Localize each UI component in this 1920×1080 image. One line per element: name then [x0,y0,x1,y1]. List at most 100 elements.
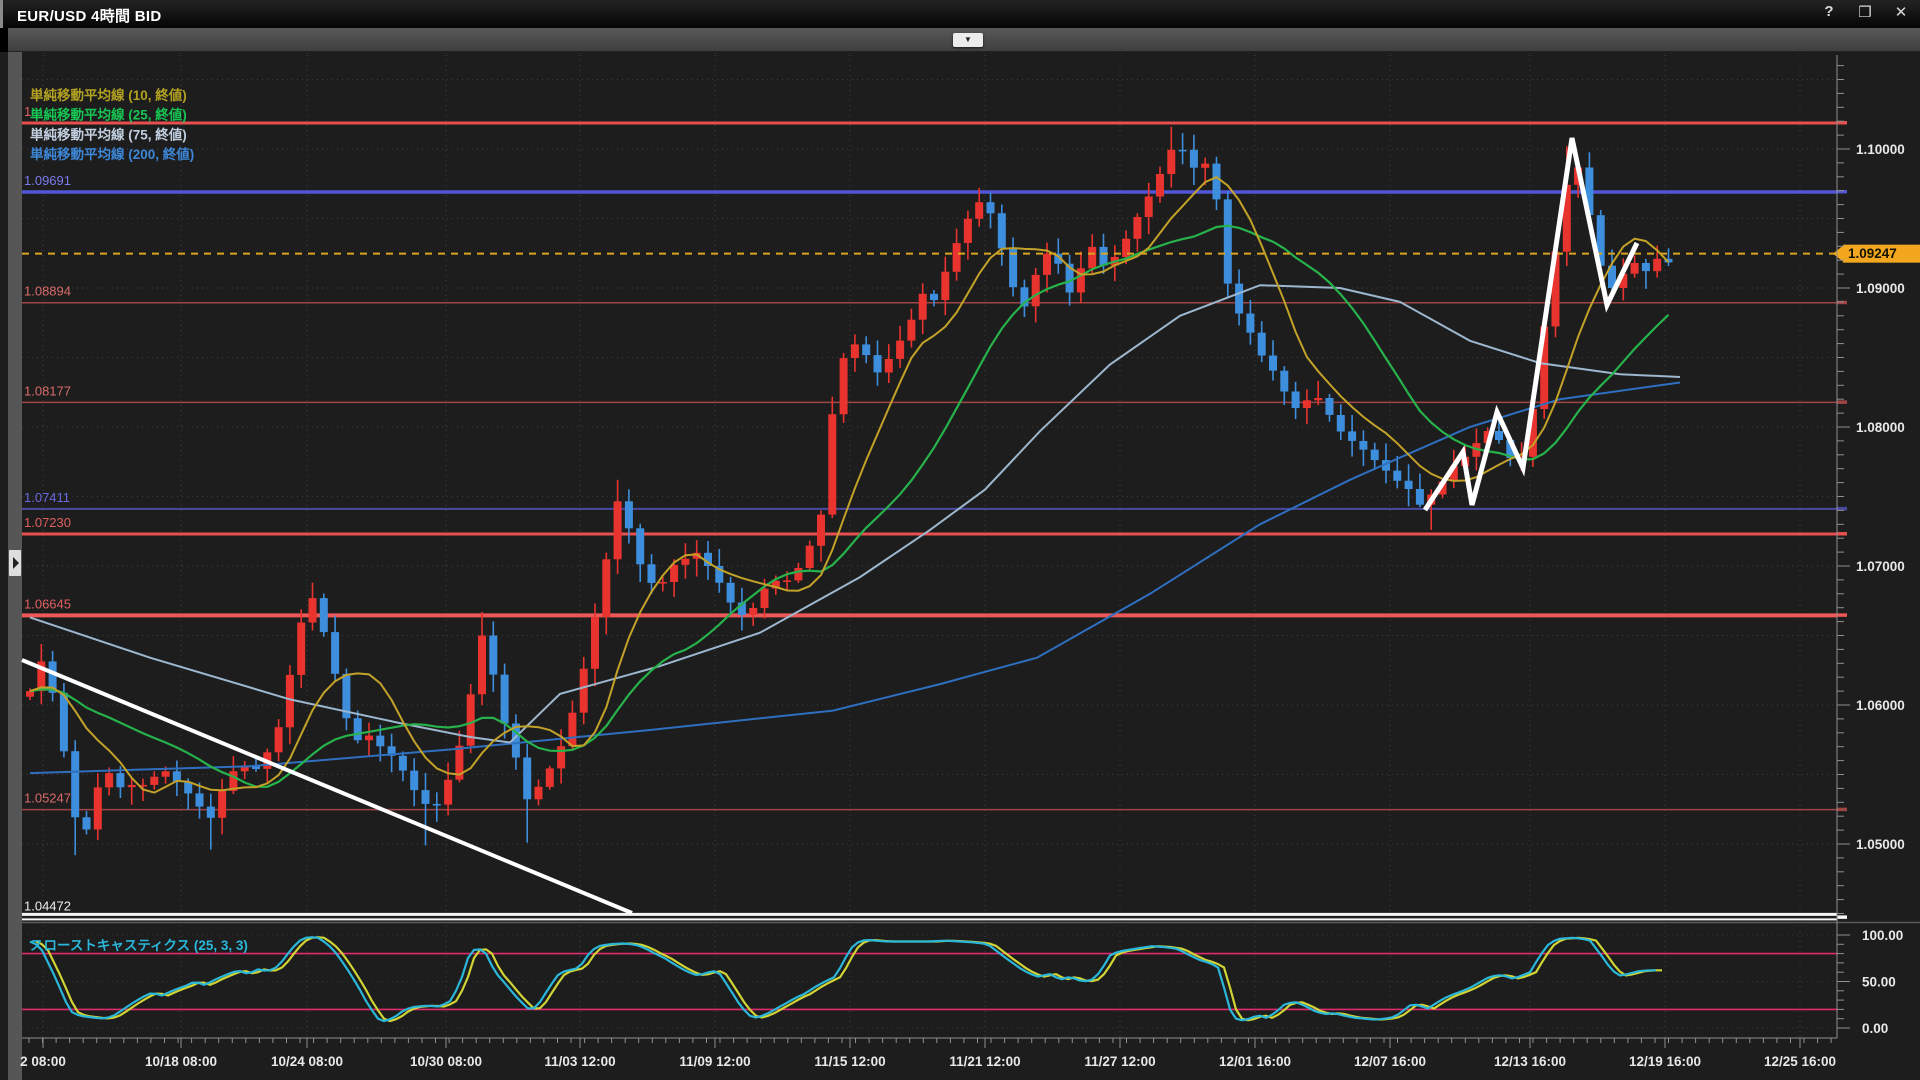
candle-body [1449,466,1458,482]
time-axis-label: 12/25 16:00 [1764,1054,1836,1069]
candle-body [715,566,724,583]
stoch-axis-label: 100.00 [1862,928,1903,943]
ma75-line [29,284,1681,744]
price-axis-label: 1.05000 [1856,837,1905,852]
candle-body [229,771,238,791]
title-bar: EUR/USD 4時間 BID ? ❒ ✕ [0,0,1920,28]
stoch-axis-label: 50.00 [1862,975,1896,990]
candle-body [1517,456,1526,459]
candle-body [1302,400,1311,408]
candle-body [1088,246,1097,269]
price-level-label: 1.06645 [24,596,71,611]
candle-body [613,501,622,560]
candle-body [873,355,882,373]
candle-body [1382,460,1390,471]
axis-level-tick [1837,300,1847,305]
axis-level-tick [1837,121,1847,125]
time-axis-label: 12/01 16:00 [1219,1054,1291,1069]
time-axis-label: 11/21 12:00 [949,1054,1020,1069]
candle-body [1393,470,1402,481]
candle-body [545,768,554,787]
candle-body [760,588,769,608]
price-axis[interactable]: 1.10000 1.09000 1.08000 1.07000 1.06000 1.050… [1836,55,1905,1038]
candle-body [1144,196,1153,217]
candle-body [105,773,114,788]
help-button[interactable]: ? [1824,3,1834,20]
time-axis-label: 12/07 16:00 [1354,1054,1426,1069]
candle-body [206,806,215,818]
candle-body [896,340,905,359]
trendline-drawing[interactable] [21,658,633,915]
candle-body [1223,199,1232,284]
grid-layer [22,55,1837,1038]
axis-level-tick [1837,506,1847,511]
candle-body [1291,391,1300,408]
time-axis-label: 11/03 12:00 [544,1054,615,1069]
price-level-label: 1.08177 [24,383,71,398]
candle-body [975,202,984,219]
toolbar-expander-button[interactable]: ▼ [953,33,983,47]
candle-body [591,617,599,669]
candles-layer [26,126,1673,856]
candle-body [1020,287,1029,307]
candle-body [342,673,351,719]
candle-body [297,622,306,675]
time-axis-label: 12/19 16:00 [1629,1054,1701,1069]
candle-body [500,674,509,724]
candle-body [557,746,566,769]
time-axis[interactable]: 2 08:00 10/18 08:00 10/24 08:00 10/30 08:00… [20,1037,1837,1069]
toolbar: ▼ [8,28,1920,52]
candle-body [1664,258,1673,263]
close-button[interactable]: ✕ [1894,4,1908,21]
candle-body [1212,163,1221,200]
maximize-button[interactable]: ❒ [1858,4,1872,21]
candle-body [918,293,927,320]
candle-body [398,755,407,771]
candle-body [421,790,430,804]
candle-body [523,757,532,800]
price-level-label: 1.08894 [24,284,71,299]
axis-level-tick [1837,915,1847,919]
candle-body [195,793,204,807]
candle-body [161,771,170,777]
candle-body [1269,355,1277,371]
candle-body [1608,265,1616,288]
axis-level-tick [1837,400,1847,404]
axis-level-tick [1837,807,1847,812]
candle-body [71,751,80,818]
candle-body [1630,263,1639,274]
stoch-legend-label: スローストキャスティクス (25, 3, 3) [30,938,248,953]
candle-body [1133,217,1142,239]
panel-expander-arrow-icon[interactable] [13,557,19,569]
axis-level-tick [1837,532,1847,536]
candle-body [986,202,995,214]
price-axis-label: 1.10000 [1856,142,1905,157]
price-level-label: 1 [24,104,31,119]
candle-body [1551,251,1560,327]
candle-body [252,766,260,769]
candle-body [1122,238,1131,257]
candle-body [444,779,453,805]
ma200-line [29,381,1681,775]
candle-body [817,514,825,546]
time-axis-label: 11/27 12:00 [1084,1054,1155,1069]
candle-body [1246,313,1255,333]
candle-body [1540,326,1549,409]
candle-body [376,735,385,747]
candle-body [602,559,611,617]
candle-body [1167,149,1176,174]
legend: 単純移動平均線 (10, 終値) 単純移動平均線 (25, 終値) 単純移動平均線 … [30,87,194,162]
candle-body [568,712,577,747]
candle-body [1009,248,1018,288]
ma10-line [29,176,1670,794]
time-axis-label: 11/09 12:00 [679,1054,750,1069]
time-axis-label: 11/15 12:00 [814,1054,885,1069]
candle-body [624,501,633,529]
zigzag-drawing[interactable] [1422,137,1640,512]
candle-body [353,718,362,741]
candle-body [240,766,249,772]
candle-body [1528,409,1537,457]
price-level-label: 1.05247 [24,791,71,806]
candle-body [783,580,792,582]
chart-title: EUR/USD 4時間 BID [17,8,162,25]
